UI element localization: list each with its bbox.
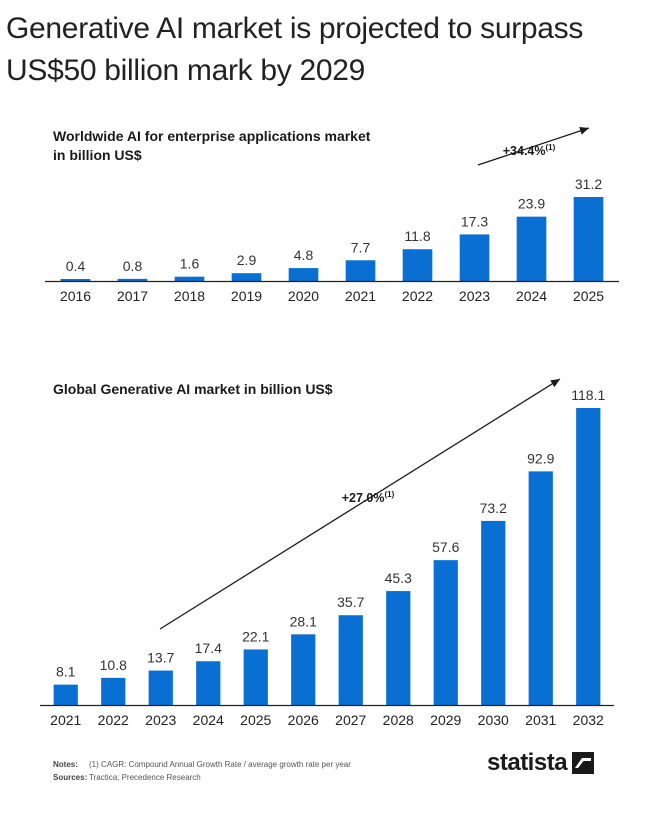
chart2-bar-2024 — [196, 661, 221, 705]
chart2-value-label-2025: 22.1 — [242, 628, 269, 644]
chart1-title: Worldwide AI for enterprise applications… — [53, 128, 371, 163]
generative-ai-bar-chart: 8.1 2021 10.8 2022 13.7 2023 17.4 2024 22.1 2025 2… — [40, 378, 614, 728]
statista-logo-icon — [572, 752, 595, 774]
chart2-tick-label-2028: 2028 — [383, 712, 414, 728]
chart2-value-label-2024: 17.4 — [195, 640, 222, 656]
chart1-tick-label-2024: 2024 — [516, 288, 547, 304]
chart1-value-label-2024: 23.9 — [518, 196, 545, 212]
chart1-value-label-2025: 31.2 — [575, 176, 602, 192]
chart2-value-label-2022: 10.8 — [100, 657, 127, 673]
chart1-bar-2021 — [345, 260, 376, 281]
chart2-tick-label-2026: 2026 — [288, 712, 319, 728]
chart1-tick-label-2023: 2023 — [459, 288, 490, 304]
sources-text: Tractica; Precedence Research — [89, 773, 201, 782]
chart1-value-label-2018: 1.6 — [180, 256, 200, 272]
chart1-bar-2025 — [573, 197, 604, 281]
chart2-cagr-footnote: (1) — [384, 490, 394, 499]
chart1-bar-2018 — [174, 276, 205, 281]
page-title: Generative AI market is projected to sur… — [6, 12, 584, 87]
chart1-value-label-2016: 0.4 — [66, 258, 86, 274]
chart2-tick-label-2024: 2024 — [193, 712, 224, 728]
chart2-bar-2030 — [481, 520, 506, 705]
sources-row: Sources: Tractica; Precedence Research — [53, 771, 351, 784]
chart2-tick-label-2029: 2029 — [430, 712, 461, 728]
chart2-cagr-arrowhead — [550, 379, 560, 388]
chart1-value-label-2019: 2.9 — [237, 252, 257, 268]
chart1-value-label-2020: 4.8 — [294, 247, 314, 263]
chart1-tick-label-2025: 2025 — [573, 288, 604, 304]
statista-logo: statista — [487, 749, 595, 777]
chart1-bar-2023 — [459, 234, 490, 281]
chart1-bar-2022 — [402, 249, 433, 281]
chart1-tick-label-2017: 2017 — [117, 288, 148, 304]
chart2-bar-2026 — [291, 634, 316, 705]
chart2-value-label-2032: 118.1 — [571, 387, 605, 403]
chart2-bar-2021 — [53, 684, 78, 705]
chart2-bar-2032 — [576, 408, 601, 705]
chart1-value-label-2021: 7.7 — [351, 239, 371, 255]
chart2-value-label-2028: 45.3 — [385, 570, 412, 586]
chart2-bar-2027 — [338, 615, 363, 705]
chart1-value-label-2023: 17.3 — [461, 213, 488, 229]
chart1-bar-2019 — [231, 273, 262, 281]
chart1-tick-label-2016: 2016 — [60, 288, 91, 304]
chart2-bar-2028 — [386, 591, 411, 705]
chart1-tick-label-2019: 2019 — [231, 288, 262, 304]
chart1-value-label-2022: 11.8 — [404, 228, 430, 244]
chart2-bar-2031 — [528, 471, 553, 705]
notes-label: Notes: — [53, 760, 78, 769]
chart2-value-label-2021: 8.1 — [56, 664, 76, 680]
chart2-tick-label-2031: 2031 — [525, 712, 556, 728]
notes-text: (1) CAGR: Compound Annual Growth Rate / … — [89, 760, 351, 769]
chart2-value-label-2026: 28.1 — [290, 613, 317, 629]
chart1-cagr-label: +34.4%(1) — [503, 143, 556, 158]
chart1-tick-label-2021: 2021 — [345, 288, 376, 304]
chart1-tick-label-2020: 2020 — [288, 288, 319, 304]
chart2-bar-2025 — [243, 649, 268, 705]
chart2-value-label-2030: 73.2 — [480, 500, 507, 516]
chart2-value-label-2027: 35.7 — [337, 594, 364, 610]
chart2-tick-label-2032: 2032 — [573, 712, 604, 728]
chart2-title: Global Generative AI market in billion U… — [53, 381, 333, 397]
chart2-tick-label-2025: 2025 — [240, 712, 271, 728]
chart2-bar-2023 — [148, 670, 173, 705]
sources-label: Sources: — [53, 773, 88, 782]
chart2-tick-label-2021: 2021 — [50, 712, 81, 728]
footer-notes: Notes: (1) CAGR: Compound Annual Growth … — [53, 758, 351, 784]
notes-row: Notes: (1) CAGR: Compound Annual Growth … — [53, 758, 351, 771]
enterprise-ai-bar-chart: 0.4 2016 0.8 2017 1.6 2018 2.9 2019 4.8 2020 7.7 20… — [45, 127, 619, 304]
chart2-tick-label-2023: 2023 — [145, 712, 176, 728]
chart2-bar-2022 — [101, 677, 126, 705]
chart1-bar-2024 — [516, 216, 547, 281]
chart2-cagr-label: +27.0%(1) — [342, 490, 395, 505]
chart1-cagr-arrowhead — [579, 127, 589, 135]
chart2-value-label-2031: 92.9 — [527, 450, 554, 466]
chart2-tick-label-2022: 2022 — [98, 712, 129, 728]
chart1-value-label-2017: 0.8 — [123, 258, 143, 274]
chart1-tick-label-2022: 2022 — [402, 288, 433, 304]
chart2-tick-label-2030: 2030 — [478, 712, 509, 728]
logo-text: statista — [487, 749, 568, 776]
chart1-cagr-arrow — [477, 127, 590, 166]
chart2-cagr-arrow — [159, 378, 561, 630]
chart1-bar-2017 — [117, 278, 148, 281]
chart1-tick-label-2018: 2018 — [174, 288, 205, 304]
chart1-bar-2016 — [60, 279, 91, 281]
chart1-cagr-footnote: (1) — [545, 143, 555, 152]
chart2-bar-2029 — [433, 560, 458, 705]
chart2-tick-label-2027: 2027 — [335, 712, 366, 728]
chart2-value-label-2029: 57.6 — [432, 539, 459, 555]
chart2-value-label-2023: 13.7 — [147, 650, 174, 666]
chart1-bar-2020 — [288, 268, 319, 281]
